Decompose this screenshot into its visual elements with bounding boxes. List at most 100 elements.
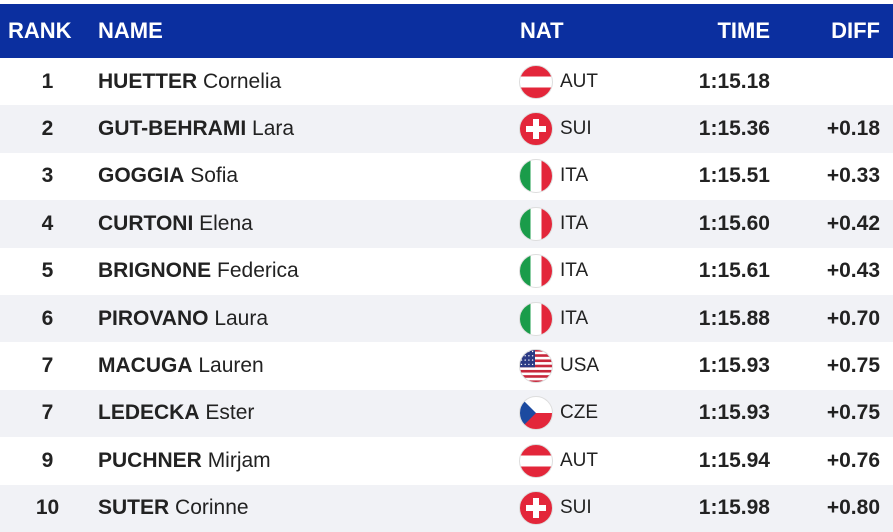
flag <box>519 349 553 384</box>
time: 1:15.18 <box>698 69 770 93</box>
diff: +0.42 <box>826 211 880 235</box>
given-name: Ester <box>205 401 255 425</box>
nation: SUI <box>560 118 592 140</box>
nation: AUT <box>560 70 598 92</box>
rank: 2 <box>41 117 54 141</box>
nation: ITA <box>560 165 589 187</box>
athlete-name: LEDECKA Ester <box>98 401 254 425</box>
flag-icon <box>519 64 553 99</box>
flag-icon <box>519 254 553 289</box>
diff: +0.70 <box>826 306 880 330</box>
flag-icon <box>519 491 553 526</box>
surname: MACUGA <box>98 354 193 378</box>
surname: GUT-BEHRAMI <box>98 117 247 141</box>
given-name: Federica <box>217 259 299 283</box>
surname: SUTER <box>98 496 170 520</box>
diff: +0.75 <box>826 354 880 378</box>
athlete-name: SUTER Corinne <box>98 496 249 520</box>
nation: ITA <box>560 260 589 282</box>
rank: 3 <box>41 164 54 188</box>
given-name: Mirjam <box>207 448 271 472</box>
athlete-name: HUETTER Cornelia <box>98 70 281 94</box>
diff: +0.18 <box>826 117 880 141</box>
flag-icon <box>519 301 553 336</box>
surname: GOGGIA <box>98 164 185 188</box>
header-rank: RANK <box>8 18 72 43</box>
nation: ITA <box>560 212 589 234</box>
header-name: NAME <box>98 18 163 43</box>
flag <box>519 254 553 289</box>
rank: 6 <box>41 306 54 330</box>
flag <box>519 443 553 478</box>
flag <box>519 64 553 99</box>
results-table: RANK NAME NAT TIME DIFF 1 HUETTER Corneli… <box>0 4 893 532</box>
diff: +0.76 <box>826 448 880 472</box>
flag-icon <box>519 396 553 431</box>
given-name: Corinne <box>175 496 249 520</box>
rank: 9 <box>41 448 54 472</box>
time: 1:15.61 <box>698 259 770 283</box>
flag <box>519 206 553 241</box>
given-name: Cornelia <box>203 69 282 93</box>
flag <box>519 112 553 147</box>
nation: USA <box>560 355 600 377</box>
nation: SUI <box>560 497 592 519</box>
result-row: 9 PUCHNER Mirjam AUT 1:15.94 +0.76 <box>0 437 893 484</box>
result-row: 1 HUETTER Cornelia AUT 1:15.18 <box>0 58 893 105</box>
flag-icon <box>519 443 553 478</box>
flag-icon <box>519 349 553 384</box>
surname: LEDECKA <box>98 401 200 425</box>
rank: 7 <box>41 354 54 378</box>
nation: ITA <box>560 307 589 329</box>
header-nat: NAT <box>520 18 564 43</box>
time: 1:15.36 <box>698 117 770 141</box>
athlete-name: BRIGNONE Federica <box>98 259 299 283</box>
result-row: 6 PIROVANO Laura ITA 1:15.88 +0.70 <box>0 294 893 343</box>
flag-icon <box>519 112 553 147</box>
surname: BRIGNONE <box>98 259 212 283</box>
rank: 5 <box>41 259 54 283</box>
time: 1:15.98 <box>698 496 770 520</box>
result-row: 5 BRIGNONE Federica ITA 1:15.61 +0.43 <box>0 248 893 295</box>
time: 1:15.93 <box>698 354 770 378</box>
time: 1:15.51 <box>698 164 770 188</box>
diff: +0.33 <box>826 164 880 188</box>
result-row: 3 GOGGIA Sofia ITA 1:15.51 +0.33 <box>0 153 893 200</box>
result-row: 7 MACUGA Lauren USA 1:15.93 +0.75 <box>0 342 893 389</box>
diff: +0.43 <box>826 259 880 283</box>
result-row: 10 SUTER Corinne SUI 1:15.98 +0.80 <box>0 484 893 532</box>
surname: HUETTER <box>98 69 198 93</box>
given-name: Sofia <box>190 164 239 188</box>
flag <box>519 491 553 526</box>
surname: CURTONI <box>98 211 194 235</box>
surname: PIROVANO <box>98 306 209 330</box>
flag <box>519 396 553 431</box>
given-name: Laura <box>214 306 269 330</box>
athlete-name: MACUGA Lauren <box>98 354 264 378</box>
athlete-name: CURTONI Elena <box>98 212 253 236</box>
time: 1:15.60 <box>698 211 770 235</box>
nation: AUT <box>560 449 598 471</box>
flag <box>519 159 553 194</box>
given-name: Elena <box>199 211 253 235</box>
diff: +0.75 <box>826 401 880 425</box>
header-time: TIME <box>717 18 770 43</box>
rank: 7 <box>41 401 54 425</box>
surname: PUCHNER <box>98 448 202 472</box>
table-header: RANK NAME NAT TIME DIFF <box>0 4 893 58</box>
result-row: 7 LEDECKA Ester CZE 1:15.93 +0.75 <box>0 389 893 438</box>
result-row: 2 GUT-BEHRAMI Lara SUI 1:15.36 +0.18 <box>0 105 893 153</box>
flag-icon <box>519 206 553 241</box>
flag <box>519 301 553 336</box>
time: 1:15.94 <box>698 448 770 472</box>
athlete-name: GUT-BEHRAMI Lara <box>98 117 294 141</box>
athlete-name: GOGGIA Sofia <box>98 164 238 188</box>
header-diff: DIFF <box>831 18 880 43</box>
rank: 1 <box>41 69 54 93</box>
athlete-name: PIROVANO Laura <box>98 307 268 331</box>
flag-icon <box>519 159 553 194</box>
time: 1:15.88 <box>698 306 770 330</box>
diff: +0.80 <box>826 496 880 520</box>
athlete-name: PUCHNER Mirjam <box>98 449 271 473</box>
